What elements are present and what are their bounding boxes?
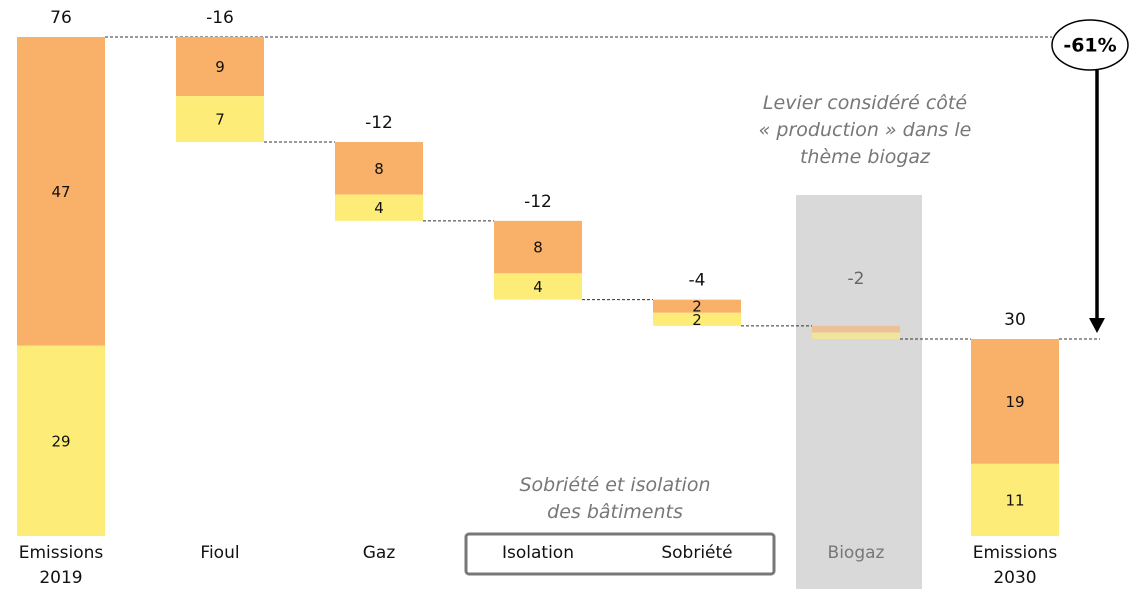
value-label: 29 bbox=[51, 432, 70, 450]
value-label: 8 bbox=[533, 239, 543, 257]
category-label: Gaz bbox=[362, 543, 396, 563]
bar-segment bbox=[812, 332, 900, 340]
bar-segment bbox=[971, 463, 1059, 536]
total-label: 30 bbox=[1004, 310, 1026, 330]
bar-segment bbox=[494, 220, 582, 274]
category-label: Fioul bbox=[200, 543, 240, 563]
category-label: Sobriété bbox=[661, 543, 733, 563]
value-label: 2 bbox=[692, 298, 702, 316]
change-label: -61% bbox=[1063, 35, 1116, 57]
value-label: 4 bbox=[374, 199, 384, 217]
bar-segment bbox=[176, 37, 264, 97]
category-label: Isolation bbox=[502, 543, 574, 563]
bar-segment bbox=[176, 96, 264, 143]
value-label: 19 bbox=[1005, 393, 1024, 411]
value-label: 9 bbox=[215, 58, 225, 76]
value-label: 8 bbox=[374, 160, 384, 178]
bar-segment bbox=[494, 273, 582, 300]
bar-segment bbox=[653, 299, 741, 313]
change-arrowhead bbox=[1089, 318, 1105, 333]
total-label: -12 bbox=[365, 113, 393, 133]
bar-segment bbox=[17, 37, 105, 346]
bar-segment bbox=[653, 312, 741, 326]
note-line: Sobriété et isolation bbox=[519, 474, 711, 496]
category-label: Emissions 2030 bbox=[972, 543, 1058, 588]
category-label: Emissions 2019 bbox=[18, 543, 104, 588]
bar-segment bbox=[17, 345, 105, 536]
value-label: 11 bbox=[1005, 491, 1024, 509]
category-label: Biogaz bbox=[827, 543, 885, 563]
bar-segment bbox=[335, 142, 423, 195]
note-line: Levier considéré côté bbox=[762, 92, 968, 114]
value-label: 2 bbox=[692, 311, 702, 329]
note-line: thème biogaz bbox=[799, 146, 931, 168]
bar-segment bbox=[812, 325, 900, 333]
group-box bbox=[464, 532, 776, 576]
value-label: 47 bbox=[51, 183, 70, 201]
group-note: Sobriété et isolation des bâtiments bbox=[470, 472, 760, 526]
note-line: « production » dans le bbox=[758, 119, 972, 141]
bar-segment bbox=[335, 194, 423, 221]
total-label: -12 bbox=[524, 192, 552, 212]
biogaz-note: Levier considéré côté « production » dan… bbox=[720, 90, 1010, 171]
biogaz-zone bbox=[796, 195, 922, 589]
change-ellipse bbox=[1051, 19, 1129, 71]
total-label: -2 bbox=[848, 269, 865, 289]
total-label: -16 bbox=[206, 8, 234, 28]
value-label: 4 bbox=[533, 278, 543, 296]
total-label: 76 bbox=[50, 8, 72, 28]
value-label: 7 bbox=[215, 111, 225, 129]
total-label: -4 bbox=[689, 271, 706, 291]
bar-segment bbox=[971, 339, 1059, 464]
note-line: des bâtiments bbox=[547, 501, 683, 523]
